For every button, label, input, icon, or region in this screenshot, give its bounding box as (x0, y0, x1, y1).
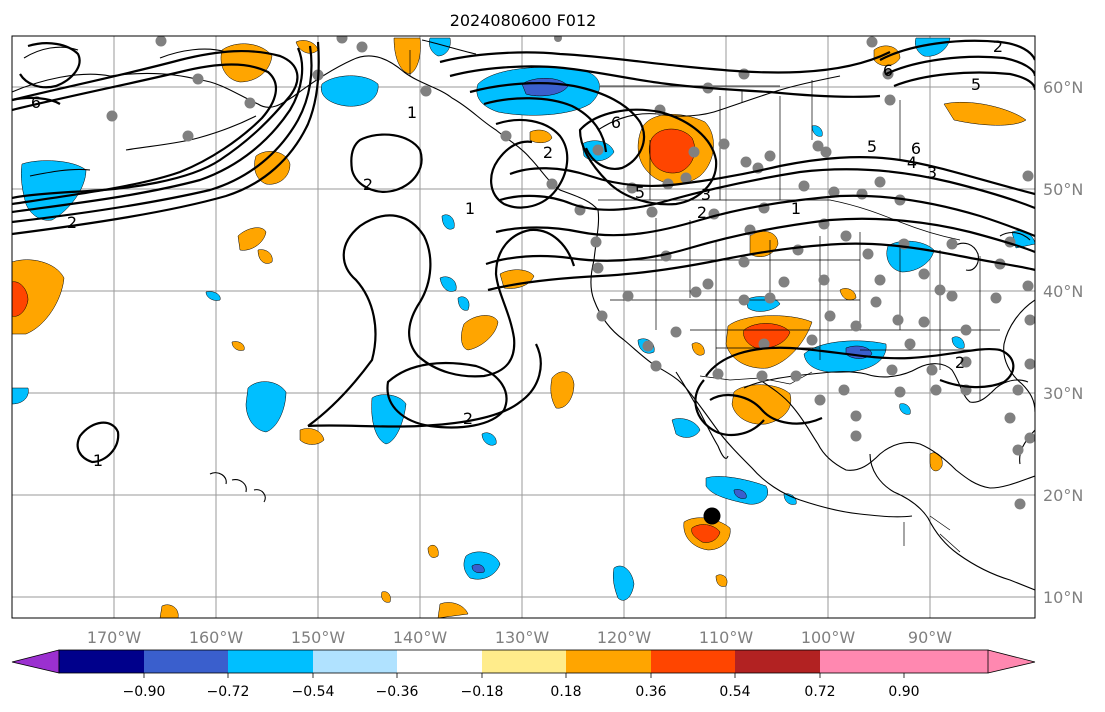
contour-label: 1 (407, 103, 417, 122)
colorbar-tick-label: −0.36 (376, 684, 419, 700)
contour-label: 6 (911, 139, 921, 158)
colorbar-tick-label: 0.54 (719, 684, 750, 700)
colorbar-segment (397, 650, 482, 673)
colorbar-segment (228, 650, 313, 673)
colorbar-tick-label: −0.18 (461, 684, 504, 700)
storm-marker (703, 507, 721, 525)
lat-label: 50°N (1043, 180, 1083, 199)
lon-label: 110°W (699, 628, 754, 647)
lon-label: 160°W (189, 628, 244, 647)
map-title: 2024080600 F012 (450, 11, 597, 30)
colorbar-tick-label: −0.54 (292, 684, 335, 700)
contour-label: 6 (31, 93, 41, 112)
lat-label: 60°N (1043, 78, 1083, 97)
lat-label: 10°N (1043, 588, 1083, 607)
contour-label: 5 (867, 137, 877, 156)
colorbar-tick-label: −0.72 (207, 684, 250, 700)
contour-label: 2 (363, 175, 373, 194)
contour-label: 6 (883, 61, 893, 80)
contour-label: 5 (635, 183, 645, 202)
contour-label: 2 (955, 353, 965, 372)
colorbar-tick-label: −0.90 (123, 684, 166, 700)
contour-label: 5 (971, 75, 981, 94)
colorbar-segment (566, 650, 651, 673)
contour-label: 2 (463, 409, 473, 428)
lon-label: 90°W (908, 628, 952, 647)
contour-label: 2 (67, 213, 77, 232)
contour-label: 3 (927, 163, 937, 182)
colorbar-segment (651, 650, 735, 673)
colorbar-segment (735, 650, 820, 673)
lat-label: 30°N (1043, 384, 1083, 403)
contour-label: 2 (543, 143, 553, 162)
lat-label: 20°N (1043, 486, 1083, 505)
colorbar-tick-label: 0.72 (804, 684, 835, 700)
map-panel: 6 2 1 2 1 2 2 1 6 6 5 3 2 1 5 6 4 3 5 2 … (12, 36, 1035, 618)
colorbar-segment (820, 650, 904, 673)
lon-label: 120°W (597, 628, 652, 647)
colorbar-tick-label: 0.18 (550, 684, 581, 700)
contour-label: 3 (701, 185, 711, 204)
contour-label: 4 (907, 153, 917, 172)
contour-label: 1 (791, 199, 801, 218)
colorbar-tick-label: 0.36 (635, 684, 666, 700)
contours (12, 39, 1035, 464)
contour-label: 1 (465, 199, 475, 218)
latitude-labels: 60°N 50°N 40°N 30°N 20°N 10°N (1043, 78, 1083, 607)
colorbar-segment (313, 650, 397, 673)
graticule (12, 36, 1035, 618)
contour-label: 6 (611, 113, 621, 132)
colorbar-tick-label: 0.90 (888, 684, 919, 700)
contour-label: 1 (93, 451, 103, 470)
colorbar: −0.90 −0.72 −0.54 −0.36 −0.18 0.18 0.36 … (11, 649, 1036, 700)
colorbar-extend-min (11, 649, 60, 674)
map-frame (11, 35, 1036, 619)
contour-labels: 6 2 1 2 1 2 2 1 6 6 5 3 2 1 5 6 4 3 5 2 … (31, 37, 1003, 470)
longitude-labels: 170°W 160°W 150°W 140°W 130°W 120°W 110°… (87, 628, 952, 647)
positive-anomaly-fills (12, 37, 1027, 618)
colorbar-segment (144, 650, 228, 673)
colorbar-segment (59, 650, 144, 673)
lat-label: 40°N (1043, 282, 1083, 301)
contour-label: 2 (697, 203, 707, 222)
colorbar-segment (482, 650, 566, 673)
lon-label: 150°W (291, 628, 346, 647)
contour-label: 2 (993, 37, 1003, 56)
colorbar-extend-max (904, 650, 1035, 673)
negative-anomaly-fills (12, 37, 1035, 601)
lon-label: 140°W (393, 628, 448, 647)
lon-label: 100°W (801, 628, 856, 647)
lon-label: 130°W (495, 628, 550, 647)
lon-label: 170°W (87, 628, 142, 647)
